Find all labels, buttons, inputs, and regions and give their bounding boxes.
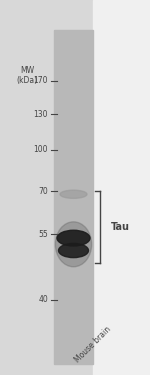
Text: 170: 170 [33, 76, 48, 85]
Ellipse shape [60, 190, 87, 198]
Text: 100: 100 [33, 146, 48, 154]
Text: 55: 55 [38, 230, 48, 239]
Ellipse shape [55, 222, 92, 267]
Text: 130: 130 [33, 110, 48, 119]
Ellipse shape [57, 230, 90, 246]
Text: Tau: Tau [111, 222, 130, 232]
Text: 70: 70 [38, 187, 48, 196]
Ellipse shape [58, 243, 88, 258]
Bar [93, 0, 150, 375]
Text: 40: 40 [38, 296, 48, 304]
Bar [54, 30, 93, 364]
Text: MW
(kDa): MW (kDa) [16, 66, 38, 85]
Text: Mouse brain: Mouse brain [74, 325, 113, 364]
